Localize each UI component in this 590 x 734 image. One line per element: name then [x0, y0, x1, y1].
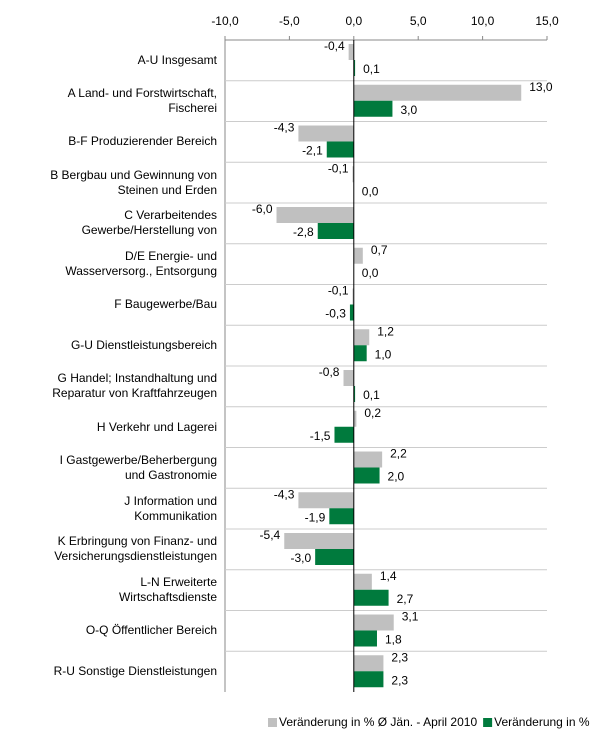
- x-tick-label: 10,0: [471, 14, 495, 28]
- value-label: -0,3: [325, 307, 346, 321]
- bar: [343, 370, 354, 386]
- value-label: 3,0: [400, 103, 417, 117]
- category-label: I Gastgewerbe/Beherbergung und Gastronom…: [59, 452, 217, 482]
- x-tick-label: -5,0: [279, 14, 300, 28]
- bar: [315, 549, 354, 565]
- bar: [353, 247, 363, 264]
- value-label: 1,4: [380, 569, 397, 583]
- legend-swatch: [483, 718, 493, 727]
- bar: [353, 671, 384, 688]
- value-label: -2,1: [302, 144, 323, 158]
- value-label: -3,0: [290, 551, 311, 565]
- bar: [284, 533, 354, 549]
- value-label: -6,0: [252, 202, 273, 216]
- bar: [353, 329, 370, 346]
- value-label: -5,4: [260, 528, 281, 542]
- legend-label: Veränderung in % Ø 2010: [494, 715, 590, 729]
- bar: [329, 508, 354, 525]
- bar: [298, 492, 354, 509]
- bar: [353, 573, 372, 590]
- value-label: -0,8: [319, 365, 340, 379]
- bar: [353, 630, 377, 647]
- legend-label: Veränderung in % Ø Jän. - April 2010: [279, 715, 477, 729]
- bar: [353, 60, 356, 76]
- category-label: L-N Erweiterte Wirtschaftsdienste: [118, 575, 217, 605]
- value-label: 2,0: [388, 470, 405, 484]
- bar: [353, 655, 384, 672]
- value-label: 1,8: [385, 633, 402, 647]
- bar: [353, 467, 380, 484]
- value-label: -2,8: [293, 225, 314, 239]
- category-label: G Handel; Instandhaltung und Reparatur v…: [52, 371, 217, 401]
- value-label: 2,3: [391, 650, 408, 664]
- category-label: A-U Insgesamt: [137, 52, 217, 67]
- value-label: 0,0: [362, 266, 379, 280]
- x-tick-label: -10,0: [211, 14, 239, 28]
- category-label: K Erbringung von Finanz- und Versicherun…: [54, 534, 217, 564]
- category-label: D/E Energie- und Wasserversorg., Entsorg…: [65, 249, 217, 279]
- value-label: 3,1: [402, 610, 419, 624]
- category-label: B-F Produzierender Bereich: [68, 134, 217, 149]
- value-label: -4,3: [274, 121, 295, 135]
- bar: [317, 223, 354, 239]
- category-label: F Baugewerbe/Bau: [114, 297, 217, 312]
- bar: [348, 44, 354, 60]
- category-label: B Bergbau und Gewinnung von Steinen und …: [50, 167, 217, 197]
- x-tick-label: 5,0: [410, 14, 427, 28]
- value-label: -1,5: [310, 429, 331, 443]
- category-label: G-U Dienstleistungsbereich: [70, 338, 217, 353]
- bar: [298, 125, 354, 142]
- legend-swatch: [268, 718, 277, 727]
- x-tick-label: 0,0: [345, 14, 362, 28]
- category-label: R-U Sonstige Dienstleistungen: [53, 664, 217, 679]
- bar: [353, 410, 357, 427]
- category-label: H Verkehr und Lagerei: [96, 419, 217, 434]
- value-label: 2,7: [397, 592, 414, 606]
- bar: [326, 141, 354, 158]
- bar: [352, 288, 354, 305]
- value-label: 0,2: [364, 406, 381, 420]
- bar: [334, 426, 354, 443]
- value-label: 0,0: [362, 184, 379, 198]
- value-label: -4,3: [274, 487, 295, 501]
- bar: [352, 166, 354, 183]
- value-label: 0,1: [363, 62, 380, 76]
- bar: [353, 614, 394, 631]
- value-label: 13,0: [529, 80, 553, 94]
- value-label: -0,1: [328, 161, 349, 175]
- value-label: 1,2: [377, 324, 394, 338]
- category-label: O-Q Öffentlicher Bereich: [85, 623, 217, 638]
- bar: [276, 207, 354, 223]
- value-label: 0,7: [371, 243, 388, 257]
- category-label: A Land- und Forstwirtschaft, Fischerei: [67, 86, 217, 116]
- value-label: -0,4: [324, 39, 345, 53]
- bar: [349, 304, 354, 321]
- bar: [353, 589, 389, 606]
- bar: [353, 345, 367, 362]
- bar: [353, 451, 383, 468]
- value-label: 0,1: [363, 388, 380, 402]
- value-label: -0,1: [328, 284, 349, 298]
- category-label: J Information und Kommunikation: [124, 493, 217, 523]
- bar: [353, 84, 522, 101]
- x-tick-label: 15,0: [535, 14, 559, 28]
- category-label: C Verarbeitendes Gewerbe/Herstellung von: [81, 208, 217, 238]
- bar: [353, 100, 393, 117]
- value-label: 2,2: [390, 447, 407, 461]
- value-label: 2,3: [391, 673, 408, 687]
- value-label: 1,0: [375, 347, 392, 361]
- bar: [353, 386, 356, 402]
- value-label: -1,9: [305, 510, 326, 524]
